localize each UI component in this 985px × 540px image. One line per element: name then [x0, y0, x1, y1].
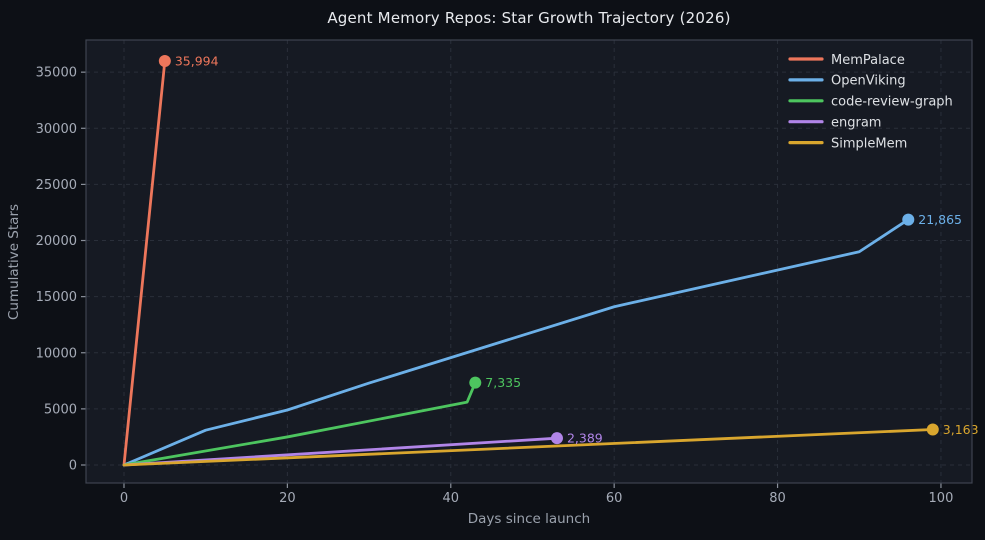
- y-tick-label: 5000: [44, 402, 77, 417]
- x-tick-label: 40: [443, 491, 460, 506]
- legend-label-MemPalace: MemPalace: [831, 53, 905, 68]
- x-tick-label: 20: [279, 491, 296, 506]
- chart-title: Agent Memory Repos: Star Growth Trajecto…: [327, 9, 731, 27]
- endpoint-marker-SimpleMem: [926, 423, 939, 436]
- y-tick-label: 25000: [36, 178, 77, 193]
- y-axis-label: Cumulative Stars: [6, 203, 22, 321]
- endpoint-label-MemPalace: 35,994: [175, 54, 219, 69]
- x-tick-label: 80: [769, 491, 786, 506]
- x-tick-label: 60: [606, 491, 623, 506]
- endpoint-marker-engram: [550, 432, 563, 445]
- x-tick-label: 100: [929, 491, 954, 506]
- y-tick-label: 15000: [36, 290, 77, 305]
- y-tick-label: 10000: [36, 346, 77, 361]
- legend-label-code-review-graph: code-review-graph: [831, 95, 953, 110]
- endpoint-label-SimpleMem: 3,163: [943, 422, 979, 437]
- series-line-MemPalace: [122, 59, 167, 467]
- x-axis-label: Days since launch: [467, 511, 591, 527]
- x-tick-label: 0: [120, 491, 128, 506]
- plot-border: [85, 39, 973, 484]
- endpoint-label-code-review-graph: 7,335: [485, 375, 521, 390]
- legend-label-OpenViking: OpenViking: [831, 74, 906, 89]
- series-line-OpenViking: [122, 218, 910, 467]
- endpoint-marker-MemPalace: [158, 55, 171, 68]
- legend-label-SimpleMem: SimpleMem: [831, 136, 907, 151]
- legend-label-engram: engram: [831, 116, 881, 131]
- series-line-SimpleMem: [122, 428, 935, 467]
- endpoint-marker-OpenViking: [902, 213, 915, 226]
- y-tick-label: 0: [69, 458, 77, 473]
- endpoint-label-OpenViking: 21,865: [918, 212, 962, 227]
- endpoint-label-engram: 2,389: [567, 431, 603, 446]
- series-line-code-review-graph: [122, 381, 477, 467]
- endpoint-marker-code-review-graph: [469, 376, 482, 389]
- y-tick-label: 30000: [36, 122, 77, 137]
- y-tick-label: 20000: [36, 234, 77, 249]
- y-tick-label: 35000: [36, 66, 77, 81]
